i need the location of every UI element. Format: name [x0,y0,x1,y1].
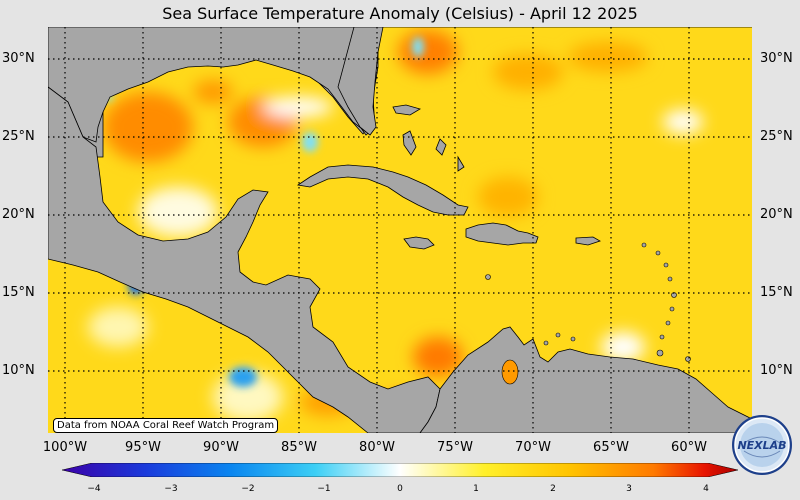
lat-label-left-25n: 25°N [2,129,35,144]
nexlab-logo[interactable]: NEXLAB [730,413,794,477]
land-south-america [419,326,752,433]
lon-label-80w: 80°W [359,440,395,455]
colorbar-tick-neg4: −4 [87,484,101,494]
land-hispaniola [465,222,539,246]
cool-anomaly [138,187,218,237]
cold-anomaly [412,37,424,57]
cold-anomaly [229,367,257,387]
land-bahamas-4 [457,155,465,172]
cool-anomaly [213,372,283,422]
warm-anomaly [398,30,458,74]
colorbar-tick-neg2: −2 [241,484,255,494]
data-credit: Data from NOAA Coral Reef Watch Program [53,418,279,433]
warm-anomaly [568,42,648,72]
lat-label-left-20n: 20°N [2,207,35,222]
cool-anomaly [88,307,148,347]
colorbar-tick-2: 2 [550,484,556,494]
map-title: Sea Surface Temperature Anomaly (Celsius… [162,4,638,23]
cool-anomaly [263,97,333,117]
colorbar-gradient [61,462,739,478]
land-cuba [296,164,469,216]
lon-label-60w: 60°W [671,440,707,455]
colorbar [61,462,739,481]
land-florida-peninsula [337,27,384,136]
land-mexico-mainland [48,86,441,433]
land-puerto-rico [575,236,601,246]
sst-anomaly-map [48,27,752,433]
lon-label-65w: 65°W [593,440,629,455]
lat-label-right-10n: 10°N [760,363,793,378]
warm-anomaly [103,92,193,162]
colorbar-tick-0: 0 [397,484,403,494]
lake-maracaibo [501,359,519,385]
land-bahamas-2 [402,130,417,156]
logo-text: NEXLAB [737,439,786,452]
lon-label-75w: 75°W [437,440,473,455]
cool-anomaly [663,110,703,134]
colorbar-tick-4: 4 [703,484,709,494]
anomaly-field [88,30,703,428]
land-bahamas-1 [392,104,421,116]
lat-label-right-20n: 20°N [760,207,793,222]
lon-label-70w: 70°W [515,440,551,455]
lat-label-left-10n: 10°N [2,363,35,378]
lat-label-right-15n: 15°N [760,285,793,300]
colorbar-tick-neg1: −1 [317,484,331,494]
cool-anomaly [601,332,645,362]
warm-anomaly [478,177,538,217]
lat-label-right-30n: 30°N [760,51,793,66]
colorbar-tick-neg3: −3 [164,484,178,494]
warm-anomaly [193,80,233,104]
lon-label-100w: 100°W [42,440,88,455]
lat-label-right-25n: 25°N [760,129,793,144]
land-jamaica [403,236,435,250]
warm-anomaly [493,54,563,90]
lon-label-90w: 90°W [203,440,239,455]
land-bahamas-3 [435,138,447,156]
lat-label-left-30n: 30°N [2,51,35,66]
lon-label-85w: 85°W [281,440,317,455]
cold-anomaly [302,132,318,152]
colorbar-tick-3: 3 [626,484,632,494]
lon-label-95w: 95°W [125,440,161,455]
lat-label-left-15n: 15°N [2,285,35,300]
colorbar-tick-1: 1 [473,484,479,494]
warm-anomaly [413,337,463,377]
